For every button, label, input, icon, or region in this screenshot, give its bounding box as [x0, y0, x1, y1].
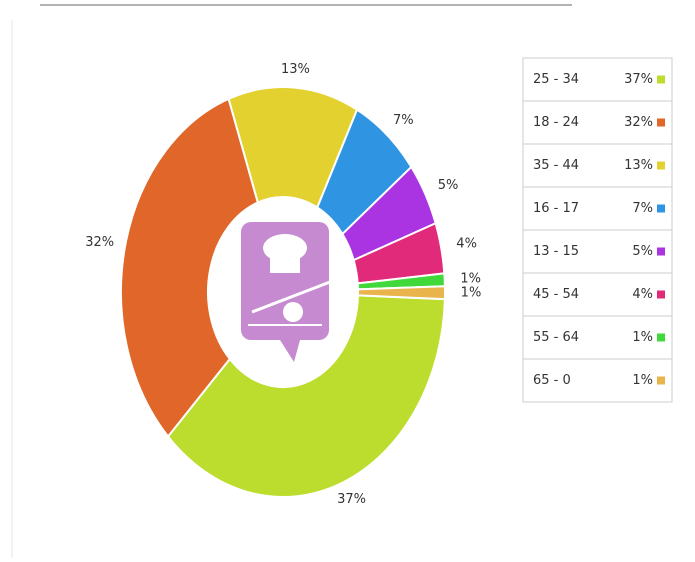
legend-label: 65 - 0: [533, 373, 571, 388]
legend-row: [522, 100, 673, 145]
slice-label: 37%: [337, 492, 366, 507]
legend-row: [522, 315, 673, 360]
legend-row: [522, 229, 673, 274]
legend-swatch: [657, 290, 665, 299]
legend-value: 32%: [624, 115, 653, 130]
legend-row: [522, 143, 673, 188]
legend-label: 25 - 34: [533, 72, 579, 87]
slice-label: 4%: [456, 237, 477, 252]
donut: 37% 32% 13% 7% 5% 4% 1%1%: [85, 62, 481, 507]
slice: [166, 294, 446, 498]
legend-swatch: [657, 333, 665, 342]
legend-label: 55 - 64: [533, 330, 579, 345]
slice: [227, 86, 359, 210]
slice-label: 1%: [460, 271, 481, 286]
legend-row: [522, 186, 673, 231]
legend-swatch: [657, 75, 665, 84]
legend-value: 1%: [632, 373, 653, 388]
slice-label: 7%: [393, 113, 414, 128]
legend-label: 16 - 17: [533, 201, 579, 216]
legend-row: [522, 57, 673, 102]
legend-swatch: [657, 376, 665, 385]
legend-value: 13%: [624, 158, 653, 173]
slice-label: 32%: [85, 235, 114, 250]
legend-row: [522, 272, 673, 317]
legend-value: 7%: [632, 201, 653, 216]
slice: [356, 285, 446, 301]
legend-value: 37%: [624, 72, 653, 87]
legend-label: 45 - 54: [533, 287, 579, 302]
slice: [120, 97, 260, 439]
slice-label: 13%: [281, 62, 310, 77]
legend-swatch: [657, 161, 665, 170]
slice-label: 1%: [461, 285, 482, 300]
legend-value: 4%: [632, 287, 653, 302]
legend-label: 13 - 15: [533, 244, 579, 259]
center-icon: [241, 222, 331, 362]
slice-label: 5%: [438, 178, 459, 193]
legend-swatch: [657, 247, 665, 256]
legend-swatch: [657, 204, 665, 213]
legend-swatch: [657, 118, 665, 127]
legend-value: 1%: [632, 330, 653, 345]
legend-row: [522, 358, 673, 403]
legend: 25 - 34 37% 18 - 24 32% 35 - 44 13% 16 - 17 7% 1…: [522, 57, 673, 403]
legend-label: 35 - 44: [533, 158, 579, 173]
legend-value: 5%: [632, 244, 653, 259]
legend-label: 18 - 24: [533, 115, 579, 130]
